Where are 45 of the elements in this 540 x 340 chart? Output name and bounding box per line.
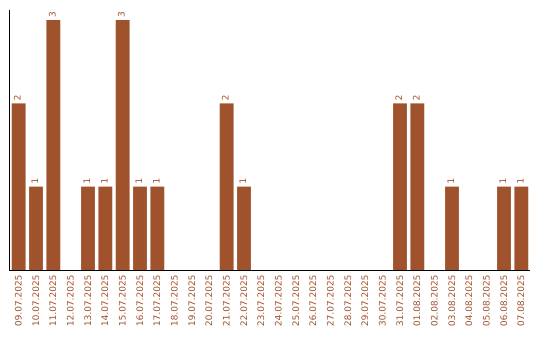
x-tick-label: 28.07.2025: [344, 274, 354, 326]
x-tick-label: 09.07.2025: [14, 274, 25, 326]
x-tick-label: 27.07.2025: [326, 274, 337, 326]
x-tick-label: 24.07.2025: [274, 274, 285, 326]
x-tick-label: 12.07.2025: [66, 274, 77, 326]
x-tick-label: 21.07.2025: [222, 274, 233, 326]
x-tick-label: 01.08.2025: [413, 274, 424, 326]
data-label: 3: [48, 11, 58, 17]
x-tick-label: 30.07.2025: [378, 274, 389, 326]
data-label: 1: [152, 178, 162, 184]
data-label: 2: [14, 94, 24, 100]
data-label: 1: [499, 178, 509, 184]
data-label: 1: [100, 178, 110, 184]
x-tick-label: 16.07.2025: [136, 274, 146, 326]
x-tick-label: 06.08.2025: [500, 274, 510, 326]
x-tick-label: 04.08.2025: [465, 274, 476, 326]
x-tick-label: 19.07.2025: [188, 274, 198, 326]
data-label: 1: [135, 178, 145, 184]
data-label: 2: [412, 94, 422, 100]
data-label: 1: [516, 178, 526, 184]
x-tick-label: 26.07.2025: [309, 274, 320, 326]
x-tick-label: 10.07.2025: [32, 274, 42, 326]
x-tick-label: 17.07.2025: [153, 274, 164, 326]
x-tick-label: 03.08.2025: [448, 274, 458, 326]
x-tick-label: 18.07.2025: [170, 274, 181, 326]
x-tick-label: 14.07.2025: [101, 274, 112, 326]
x-tick-label: 11.07.2025: [49, 274, 60, 326]
x-tick-label: 23.07.2025: [257, 274, 268, 326]
data-label: 1: [447, 178, 457, 184]
data-label: 3: [118, 11, 128, 17]
x-tick-label: 13.07.2025: [84, 274, 94, 326]
x-tick-label: 22.07.2025: [240, 274, 250, 326]
x-tick-label: 05.08.2025: [482, 274, 493, 326]
x-tick-label: 31.07.2025: [396, 274, 406, 326]
data-label: 1: [31, 178, 41, 184]
data-label: 1: [83, 178, 93, 184]
x-tick-label: 25.07.2025: [292, 274, 302, 326]
x-tick-label: 15.07.2025: [118, 274, 129, 326]
data-label: 2: [222, 94, 232, 100]
x-tick-label: 29.07.2025: [361, 274, 372, 326]
x-tick-label: 20.07.2025: [205, 274, 216, 326]
data-label: 2: [395, 94, 405, 100]
x-tick-label: 02.08.2025: [430, 274, 441, 326]
x-tick-label: 07.08.2025: [517, 274, 528, 326]
data-label: 1: [239, 178, 249, 184]
